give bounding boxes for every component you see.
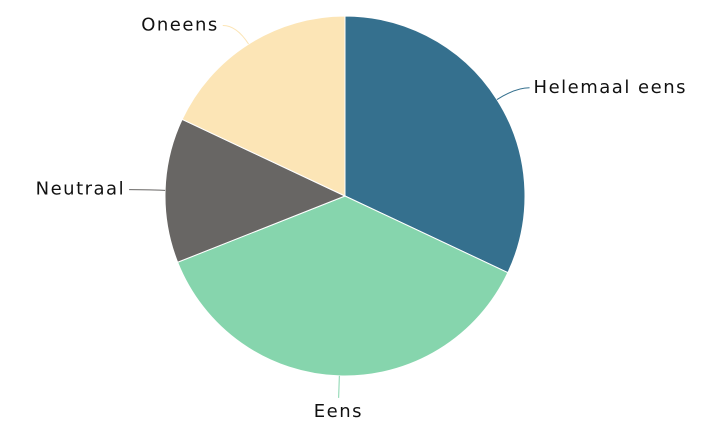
slice-label: Neutraal <box>36 179 125 200</box>
leader-line <box>222 24 249 45</box>
pie-slice <box>344 15 526 274</box>
slice-label: Oneens <box>141 14 219 35</box>
leader-line <box>129 189 166 191</box>
leader-line <box>496 87 530 100</box>
pie-slice <box>181 15 346 197</box>
slice-label: Eens <box>314 401 363 422</box>
leader-line <box>338 375 340 398</box>
slice-label: Helemaal eens <box>534 77 687 98</box>
